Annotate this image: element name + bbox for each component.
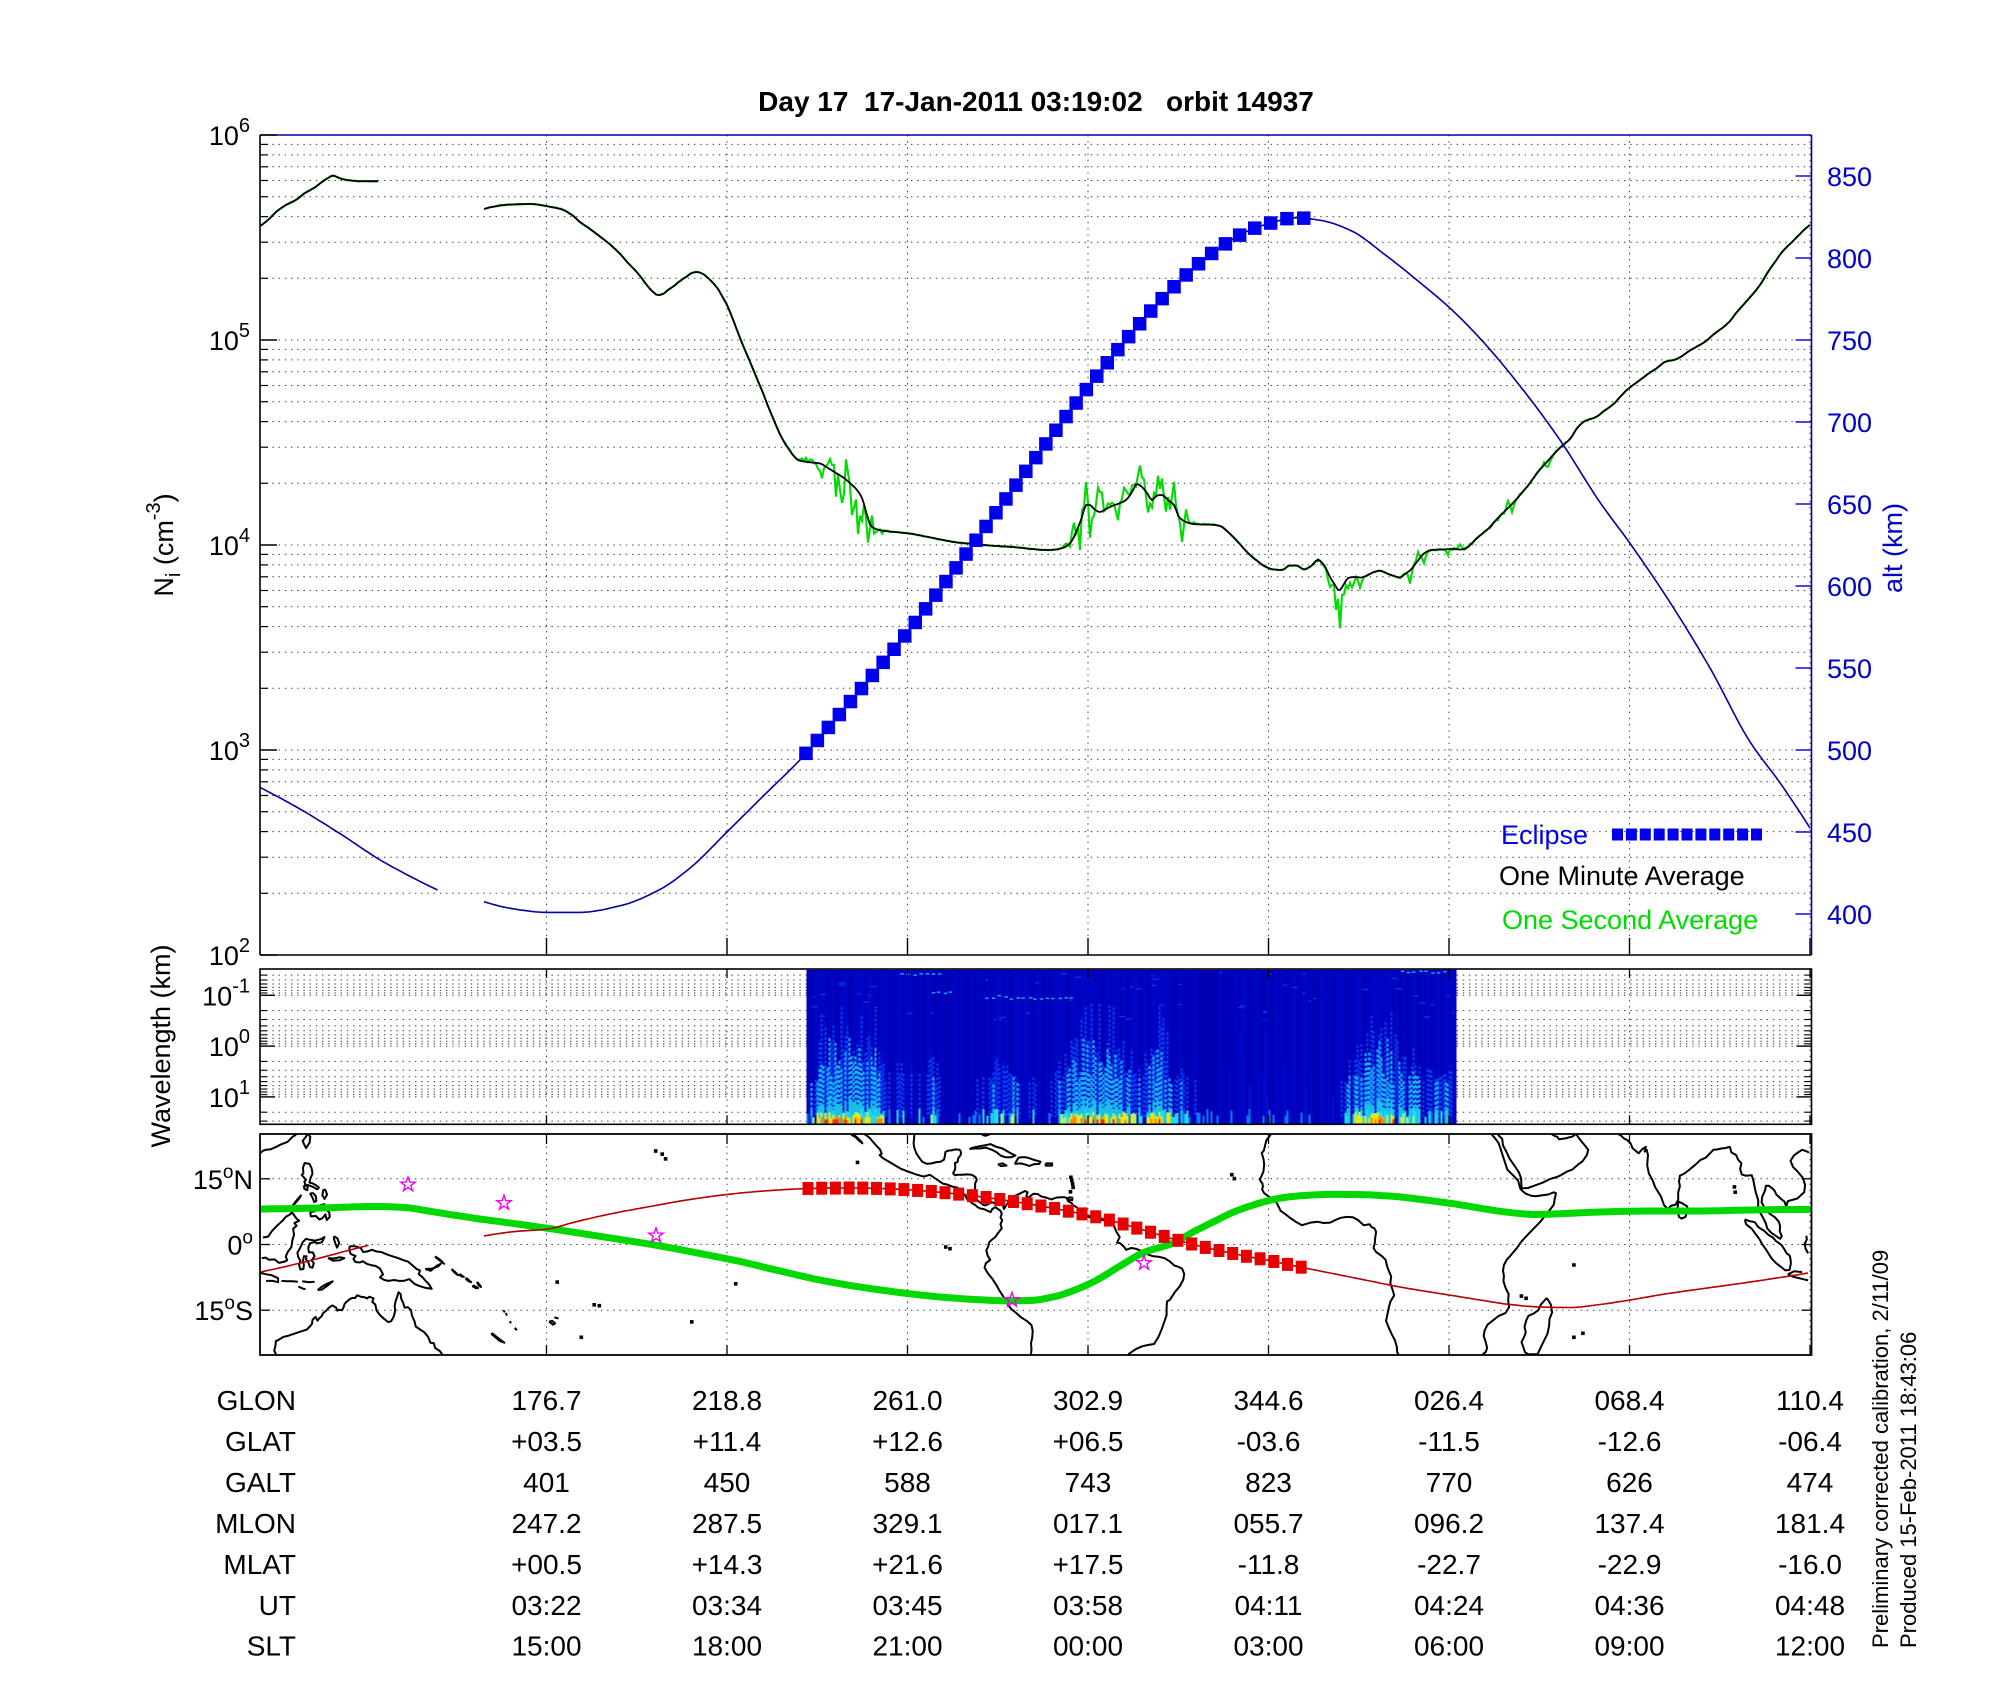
svg-text:247.2: 247.2 [511,1508,581,1539]
svg-text:Wavelength (km): Wavelength (km) [146,944,176,1147]
svg-text:588: 588 [884,1467,931,1498]
svg-text:09:00: 09:00 [1594,1631,1664,1662]
svg-text:15oS: 15oS [194,1293,253,1326]
svg-text:550: 550 [1827,654,1872,684]
svg-text:04:11: 04:11 [1235,1590,1303,1621]
svg-text:03:45: 03:45 [872,1590,942,1621]
svg-text:06:00: 06:00 [1414,1631,1484,1662]
svg-text:One Minute Average: One Minute Average [1499,861,1745,891]
svg-text:+21.6: +21.6 [872,1549,943,1580]
svg-text:474: 474 [1787,1467,1834,1498]
svg-text:-06.4: -06.4 [1778,1426,1842,1457]
svg-text:-16.0: -16.0 [1778,1549,1842,1580]
svg-text:-11.5: -11.5 [1418,1426,1480,1457]
svg-text:096.2: 096.2 [1414,1508,1484,1539]
svg-text:176.7: 176.7 [511,1385,581,1416]
svg-text:MLON: MLON [215,1508,296,1539]
svg-text:110.4: 110.4 [1776,1385,1844,1416]
svg-text:GLON: GLON [217,1385,296,1416]
svg-text:626: 626 [1606,1467,1653,1498]
svg-text:823: 823 [1245,1467,1292,1498]
svg-text:15oN: 15oN [193,1162,253,1195]
svg-text:One Second Average: One Second Average [1502,905,1758,935]
svg-text:743: 743 [1065,1467,1112,1498]
svg-text:055.7: 055.7 [1233,1508,1303,1539]
svg-text:+12.6: +12.6 [872,1426,943,1457]
svg-text:450: 450 [704,1467,751,1498]
svg-text:750: 750 [1827,326,1872,356]
svg-text:04:48: 04:48 [1775,1590,1845,1621]
svg-text:Preliminary corrected calibrat: Preliminary corrected calibration, 2/11/… [1868,1250,1893,1648]
svg-text:03:58: 03:58 [1053,1590,1123,1621]
svg-text:03:22: 03:22 [511,1590,581,1621]
svg-text:600: 600 [1827,572,1872,602]
svg-text:450: 450 [1827,818,1872,848]
svg-text:04:36: 04:36 [1594,1590,1664,1621]
svg-text:GLAT: GLAT [225,1426,296,1457]
svg-text:SLT: SLT [247,1631,296,1662]
svg-text:344.6: 344.6 [1233,1385,1303,1416]
svg-text:329.1: 329.1 [872,1508,942,1539]
svg-text:026.4: 026.4 [1414,1385,1484,1416]
svg-text:Eclipse: Eclipse [1501,820,1588,850]
svg-text:0o: 0o [227,1228,253,1261]
svg-text:03:34: 03:34 [692,1590,762,1621]
svg-text:-22.9: -22.9 [1598,1549,1662,1580]
svg-text:MLAT: MLAT [223,1549,296,1580]
svg-text:500: 500 [1827,736,1872,766]
svg-text:18:00: 18:00 [692,1631,762,1662]
svg-text:181.4: 181.4 [1775,1508,1845,1539]
svg-text:UT: UT [259,1590,296,1621]
svg-text:-12.6: -12.6 [1598,1426,1662,1457]
svg-text:400: 400 [1827,900,1872,930]
svg-text:alt (km): alt (km) [1878,503,1908,593]
svg-text:068.4: 068.4 [1594,1385,1664,1416]
svg-text:017.1: 017.1 [1053,1508,1123,1539]
svg-text:+17.5: +17.5 [1053,1549,1124,1580]
svg-text:650: 650 [1827,490,1872,520]
svg-text:00:00: 00:00 [1053,1631,1123,1662]
svg-text:15:00: 15:00 [511,1631,581,1662]
svg-text:+14.3: +14.3 [692,1549,763,1580]
svg-text:800: 800 [1827,244,1872,274]
svg-text:-11.8: -11.8 [1238,1549,1300,1580]
svg-text:700: 700 [1827,408,1872,438]
svg-text:-22.7: -22.7 [1417,1549,1481,1580]
svg-text:287.5: 287.5 [692,1508,762,1539]
svg-text:137.4: 137.4 [1594,1508,1664,1539]
svg-text:Day 17 17-Jan-2011 03:19:02: Day 17 17-Jan-2011 03:19:02 orbit 14937 [758,86,1314,117]
svg-text:770: 770 [1426,1467,1473,1498]
svg-text:03:00: 03:00 [1233,1631,1303,1662]
svg-text:+03.5: +03.5 [511,1426,582,1457]
svg-text:-03.6: -03.6 [1237,1426,1301,1457]
svg-text:850: 850 [1827,162,1872,192]
svg-text:+11.4: +11.4 [693,1426,762,1457]
svg-text:GALT: GALT [225,1467,296,1498]
svg-text:261.0: 261.0 [872,1385,942,1416]
svg-text:Produced 15-Feb-2011 18:43:06: Produced 15-Feb-2011 18:43:06 [1896,1332,1921,1648]
svg-text:04:24: 04:24 [1414,1590,1484,1621]
svg-text:302.9: 302.9 [1053,1385,1123,1416]
svg-text:401: 401 [523,1467,570,1498]
svg-text:+00.5: +00.5 [511,1549,582,1580]
svg-text:+06.5: +06.5 [1053,1426,1124,1457]
svg-text:218.8: 218.8 [692,1385,762,1416]
svg-text:21:00: 21:00 [872,1631,942,1662]
svg-text:12:00: 12:00 [1775,1631,1845,1662]
